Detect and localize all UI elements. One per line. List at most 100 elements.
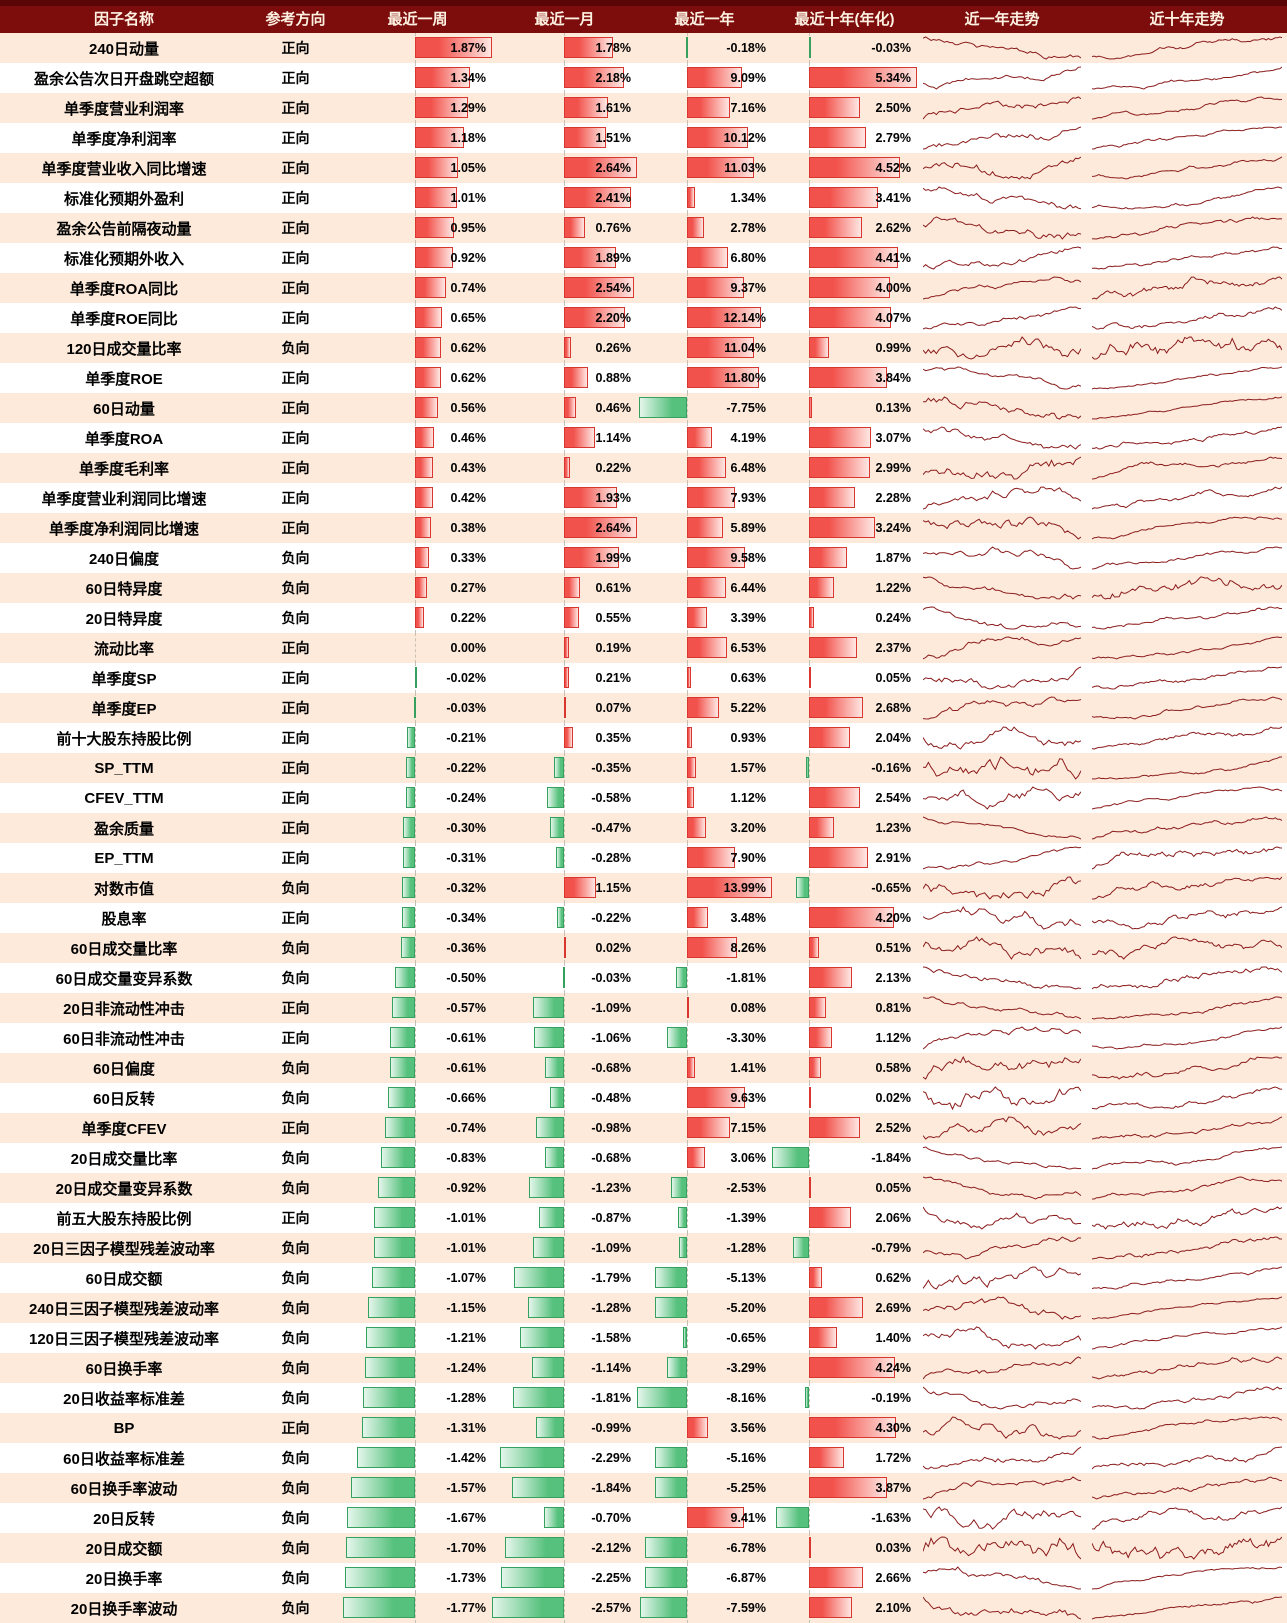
year-return-bar — [686, 757, 697, 778]
ten-year-sparkline — [1092, 996, 1282, 1020]
week-return-value: -0.34% — [446, 911, 486, 925]
month-return-cell: -1.09% — [492, 1233, 637, 1263]
factor-name-cell: 标准化预期外收入 — [0, 243, 248, 273]
year-return-cell: 3.06% — [637, 1143, 772, 1173]
ten-year-sparkline-cell — [1087, 393, 1287, 423]
one-year-sparkline — [923, 1446, 1081, 1470]
week-return-cell: -1.57% — [343, 1473, 492, 1503]
zero-axis-line — [563, 1053, 565, 1083]
month-return-cell: -1.23% — [492, 1173, 637, 1203]
week-return-cell: -0.22% — [343, 753, 492, 783]
one-year-sparkline-cell — [917, 1353, 1087, 1383]
direction-cell: 正向 — [248, 843, 343, 873]
tenyear-return-bar — [809, 1417, 896, 1438]
direction-label: 负向 — [281, 550, 310, 566]
one-year-sparkline-cell — [917, 1593, 1087, 1623]
month-return-value: 2.41% — [595, 191, 631, 205]
direction-label: 正向 — [281, 310, 310, 326]
table-row: 60日收益率标准差 负向 -1.42% -2.29% -5.16% 1.72% — [0, 1443, 1287, 1473]
week-return-bar — [364, 1357, 416, 1378]
week-return-bar — [400, 937, 416, 958]
direction-label: 负向 — [281, 1450, 310, 1466]
ten-year-sparkline — [1092, 426, 1282, 450]
direction-label: 正向 — [281, 1030, 310, 1046]
month-return-value: 1.14% — [595, 431, 631, 445]
ten-year-sparkline-cell — [1087, 633, 1287, 663]
factor-name: 20日成交额 — [85, 1540, 163, 1558]
ten-year-sparkline — [1092, 246, 1282, 270]
year-return-cell: 5.22% — [637, 693, 772, 723]
year-return-cell: 0.63% — [637, 663, 772, 693]
month-return-bar — [533, 997, 564, 1018]
factor-name-cell: 60日偏度 — [0, 1053, 248, 1083]
month-return-bar — [563, 547, 619, 568]
week-return-cell: -1.21% — [343, 1323, 492, 1353]
year-return-value: 10.12% — [723, 131, 766, 145]
ten-year-sparkline — [1092, 336, 1282, 360]
week-return-bar — [402, 847, 416, 868]
direction-label: 负向 — [281, 1330, 310, 1346]
month-return-bar — [544, 1507, 564, 1528]
year-return-cell: 3.56% — [637, 1413, 772, 1443]
zero-axis-line — [415, 1143, 417, 1173]
tenyear-return-value: 0.13% — [875, 401, 911, 415]
tenyear-return-cell: 0.81% — [772, 993, 917, 1023]
month-return-cell: -1.58% — [492, 1323, 637, 1353]
table-row: 单季度毛利率 正向 0.43% 0.22% 6.48% 2.99% — [0, 453, 1287, 483]
factor-name: 20日成交量变异系数 — [55, 1180, 193, 1198]
week-return-value: -0.74% — [446, 1121, 486, 1135]
year-return-cell: 1.12% — [637, 783, 772, 813]
month-return-value: -1.14% — [591, 1361, 631, 1375]
year-return-bar — [682, 1327, 687, 1348]
ten-year-sparkline-cell — [1087, 93, 1287, 123]
month-return-cell: 1.89% — [492, 243, 637, 273]
zero-axis-line — [563, 1293, 565, 1323]
zero-axis-line — [686, 1203, 688, 1233]
tenyear-return-bar — [809, 607, 814, 628]
factor-name-cell: 60日成交量变异系数 — [0, 963, 248, 993]
year-return-cell: 7.16% — [637, 93, 772, 123]
tenyear-return-value: 3.24% — [875, 521, 911, 535]
zero-axis-line — [563, 783, 565, 813]
zero-axis-line — [563, 1533, 565, 1563]
ten-year-sparkline — [1092, 1146, 1282, 1170]
one-year-sparkline — [923, 696, 1081, 720]
direction-label: 正向 — [281, 400, 310, 416]
tenyear-return-value: 2.99% — [875, 461, 911, 475]
year-return-cell: -0.65% — [637, 1323, 772, 1353]
one-year-sparkline — [923, 576, 1081, 600]
tenyear-return-value: 2.13% — [875, 971, 911, 985]
week-return-bar — [415, 457, 434, 478]
ten-year-sparkline-cell — [1087, 1383, 1287, 1413]
year-return-cell: 11.04% — [637, 333, 772, 363]
year-return-value: 9.37% — [730, 281, 766, 295]
tenyear-return-value: 2.37% — [875, 641, 911, 655]
one-year-sparkline-cell — [917, 903, 1087, 933]
factor-name-cell: 120日成交量比率 — [0, 333, 248, 363]
zero-axis-line — [415, 1383, 417, 1413]
zero-axis-line — [563, 1023, 565, 1053]
direction-cell: 负向 — [248, 333, 343, 363]
tenyear-return-bar — [809, 397, 812, 418]
tenyear-return-bar — [809, 67, 917, 88]
ten-year-sparkline-cell — [1087, 1173, 1287, 1203]
month-return-cell: 0.21% — [492, 663, 637, 693]
week-return-cell: 1.34% — [343, 63, 492, 93]
week-return-cell: 0.56% — [343, 393, 492, 423]
factor-name-cell: 单季度ROE — [0, 363, 248, 393]
week-return-value: -1.31% — [446, 1421, 486, 1435]
month-return-bar — [563, 277, 635, 298]
table-row: 标准化预期外收入 正向 0.92% 1.89% 6.80% 4.41% — [0, 243, 1287, 273]
month-return-value: -2.25% — [591, 1571, 631, 1585]
week-return-bar — [394, 967, 416, 988]
month-return-bar — [539, 1207, 564, 1228]
factor-name: 流动比率 — [93, 640, 154, 658]
direction-label: 负向 — [281, 1480, 310, 1496]
tenyear-return-bar — [809, 1537, 812, 1558]
month-return-cell: 2.64% — [492, 513, 637, 543]
direction-cell: 正向 — [248, 93, 343, 123]
zero-axis-line — [809, 1383, 811, 1413]
factor-name: 60日换手率波动 — [70, 1480, 178, 1498]
week-return-value: 1.18% — [450, 131, 486, 145]
year-return-value: -5.25% — [726, 1481, 766, 1495]
